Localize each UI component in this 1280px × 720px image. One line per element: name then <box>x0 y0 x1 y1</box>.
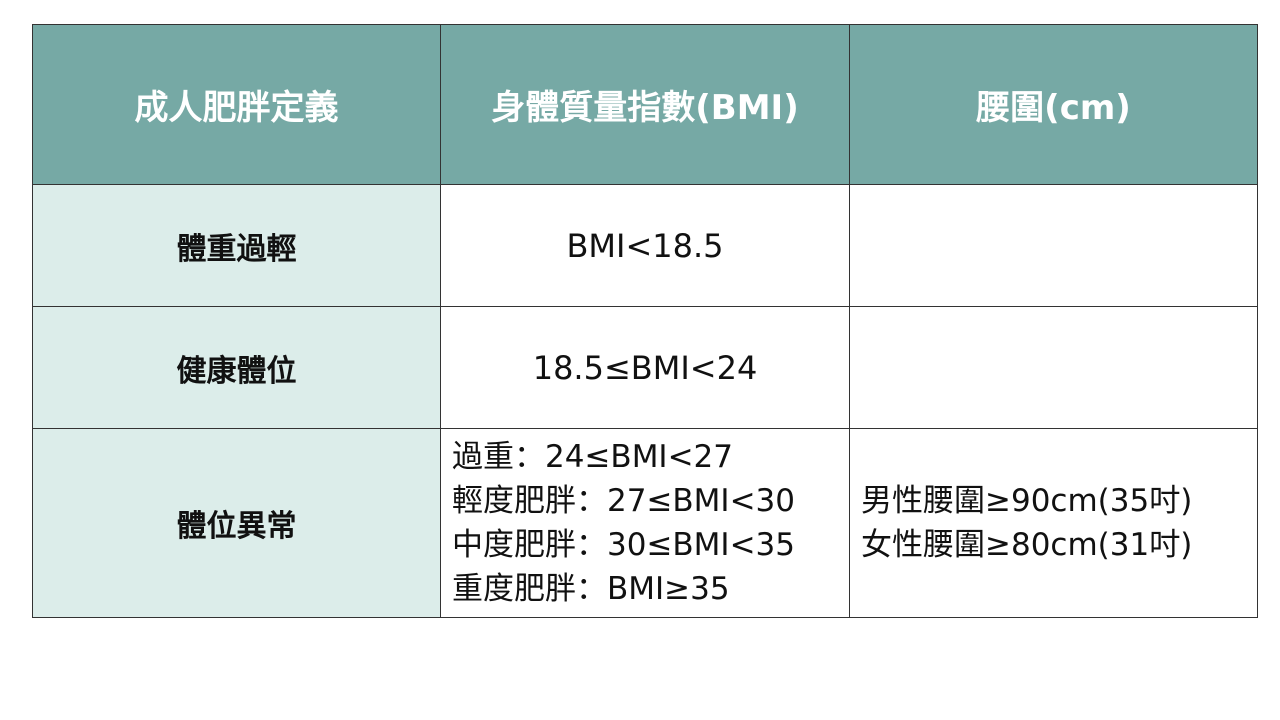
table-cell: 體位異常 <box>32 428 441 618</box>
cell-line: 女性腰圍≥80cm(31吋) <box>861 527 1193 563</box>
cell-text: 健康體位 <box>176 353 297 389</box>
header-cell: 腰圍(cm) <box>849 24 1258 185</box>
table-cell: 18.5≤BMI<24 <box>440 306 850 429</box>
cell-text: BMI<18.5 <box>566 226 724 265</box>
header-text: 成人肥胖定義 <box>134 88 339 128</box>
table-cell <box>849 184 1258 307</box>
header-text: 腰圍(cm) <box>976 88 1131 128</box>
header-text: 身體質量指數(BMI) <box>491 88 799 128</box>
cell-line: 過重：24≤BMI<27 <box>452 439 733 475</box>
cell-line: 男性腰圍≥90cm(35吋) <box>861 483 1193 519</box>
cell-text: 體位異常 <box>176 509 297 544</box>
header-cell: 身體質量指數(BMI) <box>440 24 850 185</box>
table-cell: 健康體位 <box>32 306 441 429</box>
header-cell: 成人肥胖定義 <box>32 24 441 185</box>
table-cell: 體重過輕 <box>32 184 441 307</box>
cell-text: 體重過輕 <box>176 231 297 267</box>
cell-line: 重度肥胖：BMI≥35 <box>452 571 730 607</box>
cell-text: 18.5≤BMI<24 <box>532 348 758 387</box>
table-cell: 男性腰圍≥90cm(35吋) 女性腰圍≥80cm(31吋) <box>849 428 1258 618</box>
cell-line: 輕度肥胖：27≤BMI<30 <box>452 483 795 519</box>
table-cell: 過重：24≤BMI<27 輕度肥胖：27≤BMI<30 中度肥胖：30≤BMI<35… <box>440 428 850 618</box>
bmi-table: 成人肥胖定義 身體質量指數(BMI) 腰圍(cm) 體重過輕 BMI<18.5 健康體位 1… <box>32 24 1258 618</box>
table-cell <box>849 306 1258 429</box>
cell-line: 中度肥胖：30≤BMI<35 <box>452 527 795 563</box>
table-cell: BMI<18.5 <box>440 184 850 307</box>
